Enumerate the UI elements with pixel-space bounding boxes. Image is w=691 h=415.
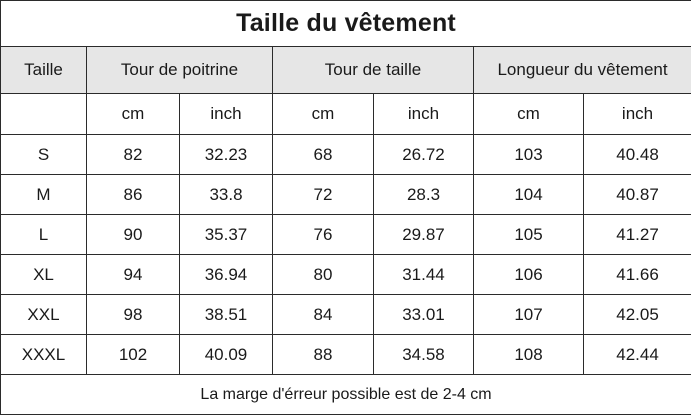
value-cell: 42.05 (584, 295, 691, 335)
table-row: XL 94 36.94 80 31.44 106 41.66 (1, 255, 691, 295)
value-cell: 68 (273, 135, 374, 175)
unit-empty-cell (1, 94, 87, 135)
value-cell: 35.37 (180, 215, 273, 255)
unit-cell: cm (273, 94, 374, 135)
value-cell: 86 (87, 175, 180, 215)
size-label: L (1, 215, 87, 255)
value-cell: 76 (273, 215, 374, 255)
value-cell: 104 (474, 175, 584, 215)
value-cell: 41.66 (584, 255, 691, 295)
table-row: M 86 33.8 72 28.3 104 40.87 (1, 175, 691, 215)
value-cell: 40.87 (584, 175, 691, 215)
value-cell: 106 (474, 255, 584, 295)
size-label: M (1, 175, 87, 215)
value-cell: 32.23 (180, 135, 273, 175)
table-row: S 82 32.23 68 26.72 103 40.48 (1, 135, 691, 175)
value-cell: 82 (87, 135, 180, 175)
value-cell: 105 (474, 215, 584, 255)
size-label: XXL (1, 295, 87, 335)
unit-cell: inch (584, 94, 691, 135)
value-cell: 26.72 (374, 135, 474, 175)
size-label: XL (1, 255, 87, 295)
value-cell: 80 (273, 255, 374, 295)
header-length: Longueur du vêtement (474, 47, 691, 94)
value-cell: 28.3 (374, 175, 474, 215)
header-waist: Tour de taille (273, 47, 474, 94)
header-size: Taille (1, 47, 87, 94)
value-cell: 108 (474, 335, 584, 375)
size-label: XXXL (1, 335, 87, 375)
value-cell: 94 (87, 255, 180, 295)
value-cell: 33.8 (180, 175, 273, 215)
value-cell: 103 (474, 135, 584, 175)
value-cell: 31.44 (374, 255, 474, 295)
value-cell: 40.48 (584, 135, 691, 175)
value-cell: 102 (87, 335, 180, 375)
size-label: S (1, 135, 87, 175)
value-cell: 42.44 (584, 335, 691, 375)
value-cell: 72 (273, 175, 374, 215)
unit-cell: cm (474, 94, 584, 135)
unit-cell: cm (87, 94, 180, 135)
value-cell: 107 (474, 295, 584, 335)
value-cell: 88 (273, 335, 374, 375)
value-cell: 40.09 (180, 335, 273, 375)
value-cell: 84 (273, 295, 374, 335)
table-row: XXL 98 38.51 84 33.01 107 42.05 (1, 295, 691, 335)
value-cell: 98 (87, 295, 180, 335)
value-cell: 33.01 (374, 295, 474, 335)
table-row: XXXL 102 40.09 88 34.58 108 42.44 (1, 335, 691, 375)
value-cell: 90 (87, 215, 180, 255)
value-cell: 38.51 (180, 295, 273, 335)
unit-cell: inch (374, 94, 474, 135)
table-row: L 90 35.37 76 29.87 105 41.27 (1, 215, 691, 255)
unit-row: cm inch cm inch cm inch (1, 94, 691, 135)
value-cell: 29.87 (374, 215, 474, 255)
header-chest: Tour de poitrine (87, 47, 273, 94)
unit-cell: inch (180, 94, 273, 135)
value-cell: 36.94 (180, 255, 273, 295)
value-cell: 41.27 (584, 215, 691, 255)
table-title: Taille du vêtement (1, 1, 691, 47)
value-cell: 34.58 (374, 335, 474, 375)
error-margin-note: La marge d'érreur possible est de 2-4 cm (1, 375, 691, 415)
